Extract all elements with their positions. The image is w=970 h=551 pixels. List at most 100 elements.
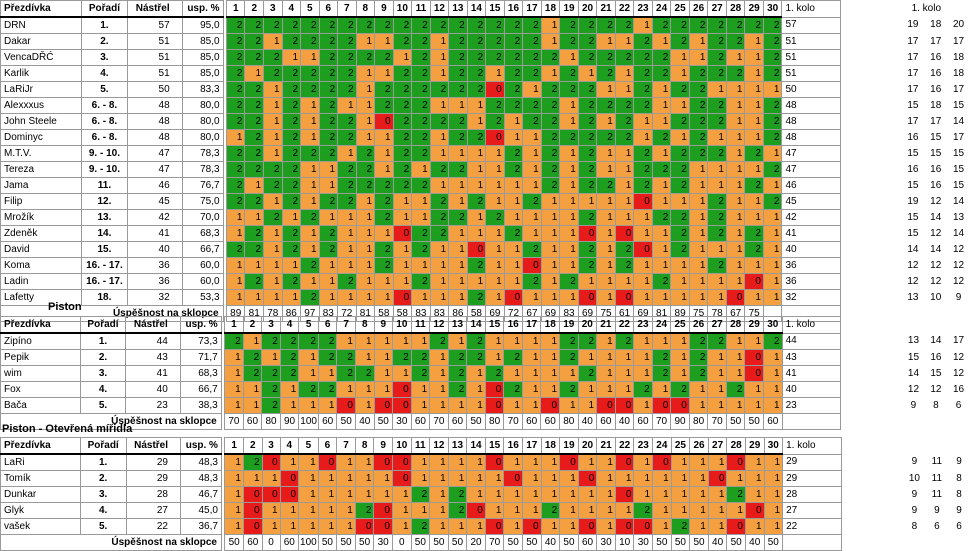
shot-cell: 2 [597,17,616,34]
shot-cell: 2 [356,178,375,194]
shot-cell: 1 [523,290,542,306]
shot-cell: 2 [615,114,634,130]
shot-cell: 1 [226,274,245,290]
shot-cell: 2 [560,382,579,398]
success-value: 70 [225,414,244,430]
success-value: 50 [690,535,709,551]
shot-cell: 2 [412,274,431,290]
round-split: 15 [902,210,925,226]
round-split: 12 [902,382,924,398]
success-value: 70 [430,414,449,430]
shot-cell: 2 [318,333,337,350]
player-name: M.T.V. [1,146,82,162]
shot-cell: 2 [763,34,782,50]
shot-cell: 2 [560,17,579,34]
player-name: Alexxxus [1,98,82,114]
spacer [840,366,902,382]
shot-cell: 1 [356,274,375,290]
player-pct: 80,0 [182,98,223,114]
shot-cell: 1 [393,274,412,290]
shot-cell: 1 [763,146,782,162]
shot-cell: 2 [319,146,338,162]
spacer [841,471,903,487]
shot-cell: 1 [689,274,708,290]
shot-cell: 1 [319,258,338,274]
shot-cell: 1 [467,398,486,414]
shot-cell: 2 [226,146,245,162]
round-split: 13 [902,333,924,350]
shot-cell: 1 [615,178,634,194]
success-value: 0 [262,535,280,551]
shot-cell: 2 [745,178,764,194]
shot-cell: 1 [280,454,299,471]
shot-cell: 2 [264,50,283,66]
shot-cell: 2 [689,98,708,114]
player-rank: 1. [80,333,126,350]
header-shot-number: 27 [708,1,727,18]
shot-cell: 1 [264,194,283,210]
shot-cell: 1 [671,333,690,350]
player-rank: 1. [80,454,126,471]
shot-cell: 1 [726,98,745,114]
player-round-score: 40 [782,382,840,398]
header-shot-number: 20 [578,317,597,334]
shot-cell: 2 [597,130,616,146]
success-value: 100 [299,535,319,551]
success-label: Úspěšnost na sklopce [1,535,222,551]
round-split: 12 [924,226,947,242]
player-rank: 16. - 17. [81,274,128,290]
shot-cell: 1 [245,258,264,274]
shot-cell: 1 [355,454,374,471]
shot-cell: 1 [504,242,523,258]
shot-cell: 1 [245,210,264,226]
header-rank: Pořadí [80,317,126,334]
shot-cell: 1 [708,519,727,535]
shot-cell: 2 [763,114,782,130]
shot-cell: 1 [355,382,374,398]
shot-cell: 2 [449,34,468,50]
player-shots: 27 [126,503,180,519]
spacer [840,50,901,66]
player-name: Filip [1,194,82,210]
header-shot-number: 15 [486,1,505,18]
round-split: 14 [902,242,925,258]
shot-cell: 2 [763,50,782,66]
shot-cell: 0 [745,503,764,519]
round-split: 6 [926,519,948,535]
round-split: 14 [947,226,970,242]
shot-cell: 1 [226,226,245,242]
spacer [840,34,901,50]
header-shot-number: 14 [467,438,486,455]
round-split: 12 [924,274,947,290]
shot-cell: 1 [671,194,690,210]
shot-cell: 1 [745,50,764,66]
shot-cell: 1 [652,258,671,274]
shot-cell: 1 [634,226,653,242]
player-round-score: 57 [782,17,840,34]
spacer [840,382,902,398]
shot-cell: 2 [689,350,708,366]
shot-cell: 2 [245,146,264,162]
shot-cell: 1 [726,258,745,274]
player-pct: 75,0 [182,194,223,210]
round-split: 11 [926,471,948,487]
shot-cell: 1 [726,398,745,414]
shot-cell: 1 [374,487,393,503]
success-value: 100 [299,414,319,430]
player-shots: 40 [126,382,180,398]
shot-cell: 1 [523,130,542,146]
shot-cell: 2 [430,82,449,98]
shot-cell: 1 [689,34,708,50]
shot-cell: 2 [671,146,690,162]
shot-cell: 2 [578,333,597,350]
player-rank: 4. [81,66,128,82]
header-shot-number: 24 [652,317,671,334]
success-value: 50 [355,535,374,551]
success-value: 50 [467,414,486,430]
shot-cell: 2 [338,17,357,34]
shot-cell: 1 [467,519,486,535]
shot-cell: 1 [467,382,486,398]
